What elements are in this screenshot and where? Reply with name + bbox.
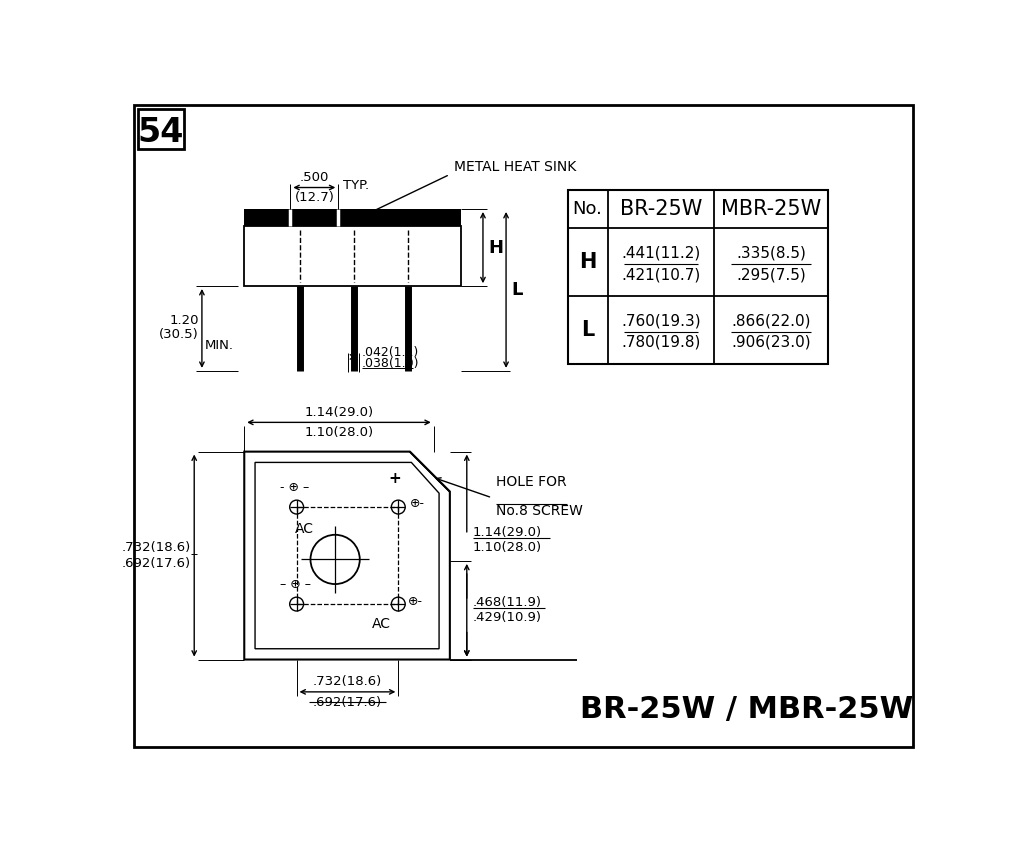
Circle shape bbox=[289, 598, 304, 611]
Text: BR-25W / MBR-25W: BR-25W / MBR-25W bbox=[579, 695, 913, 724]
Text: ⊕-: ⊕- bbox=[408, 594, 423, 608]
Text: - ⊕ –: - ⊕ – bbox=[280, 481, 310, 494]
Text: No.8 SCREW: No.8 SCREW bbox=[496, 504, 583, 518]
Text: No.: No. bbox=[572, 200, 603, 218]
Text: H: H bbox=[489, 239, 504, 257]
Circle shape bbox=[391, 598, 405, 611]
Text: .038(1.0): .038(1.0) bbox=[362, 356, 420, 370]
Text: L: L bbox=[582, 320, 595, 340]
Text: MIN.: MIN. bbox=[205, 339, 234, 352]
Text: .468(11.9): .468(11.9) bbox=[473, 596, 542, 609]
Text: HOLE FOR: HOLE FOR bbox=[496, 474, 566, 489]
Bar bbox=[244, 209, 461, 226]
Text: 1.14(29.0): 1.14(29.0) bbox=[473, 526, 542, 539]
Text: TYP.: TYP. bbox=[342, 180, 369, 192]
Circle shape bbox=[391, 500, 405, 514]
Text: .042(1.1): .042(1.1) bbox=[362, 346, 419, 359]
Text: (12.7): (12.7) bbox=[294, 191, 334, 203]
Text: H: H bbox=[579, 252, 597, 273]
Circle shape bbox=[311, 535, 360, 584]
Text: L: L bbox=[511, 281, 523, 299]
Text: .906(23.0): .906(23.0) bbox=[731, 335, 810, 349]
Text: .760(19.3): .760(19.3) bbox=[621, 313, 701, 328]
Polygon shape bbox=[244, 452, 450, 659]
Text: 1.10(28.0): 1.10(28.0) bbox=[305, 426, 373, 439]
Bar bbox=[244, 226, 461, 286]
Bar bbox=[567, 190, 828, 364]
Text: BR-25W: BR-25W bbox=[619, 199, 702, 219]
Text: METAL HEAT SINK: METAL HEAT SINK bbox=[454, 160, 576, 174]
Text: – ⊕ –: – ⊕ – bbox=[280, 578, 311, 591]
Text: 1.20: 1.20 bbox=[170, 314, 199, 327]
Text: .295(7.5): .295(7.5) bbox=[736, 267, 805, 282]
Text: .732(18.6): .732(18.6) bbox=[313, 675, 382, 688]
Text: 1.10(28.0): 1.10(28.0) bbox=[473, 541, 542, 555]
Text: ⊕-: ⊕- bbox=[410, 497, 425, 511]
Text: (30.5): (30.5) bbox=[159, 328, 199, 341]
Text: .441(11.2): .441(11.2) bbox=[621, 246, 700, 261]
Text: .421(10.7): .421(10.7) bbox=[621, 267, 700, 282]
Circle shape bbox=[289, 500, 304, 514]
Text: 54: 54 bbox=[138, 116, 184, 149]
Text: .866(22.0): .866(22.0) bbox=[731, 313, 810, 328]
Text: +: + bbox=[388, 471, 402, 486]
Text: MBR-25W: MBR-25W bbox=[721, 199, 821, 219]
Text: .500: .500 bbox=[299, 170, 329, 184]
Text: .692(17.6): .692(17.6) bbox=[122, 557, 191, 570]
Text: AC: AC bbox=[294, 522, 314, 536]
Text: AC: AC bbox=[372, 617, 390, 631]
Text: 1.14(29.0): 1.14(29.0) bbox=[305, 405, 373, 419]
Text: .335(8.5): .335(8.5) bbox=[736, 246, 806, 261]
Text: .692(17.6): .692(17.6) bbox=[313, 695, 382, 709]
Text: .732(18.6): .732(18.6) bbox=[122, 541, 191, 555]
Text: .780(19.8): .780(19.8) bbox=[621, 335, 700, 349]
Bar bbox=[138, 109, 184, 149]
Text: .429(10.9): .429(10.9) bbox=[473, 611, 542, 625]
